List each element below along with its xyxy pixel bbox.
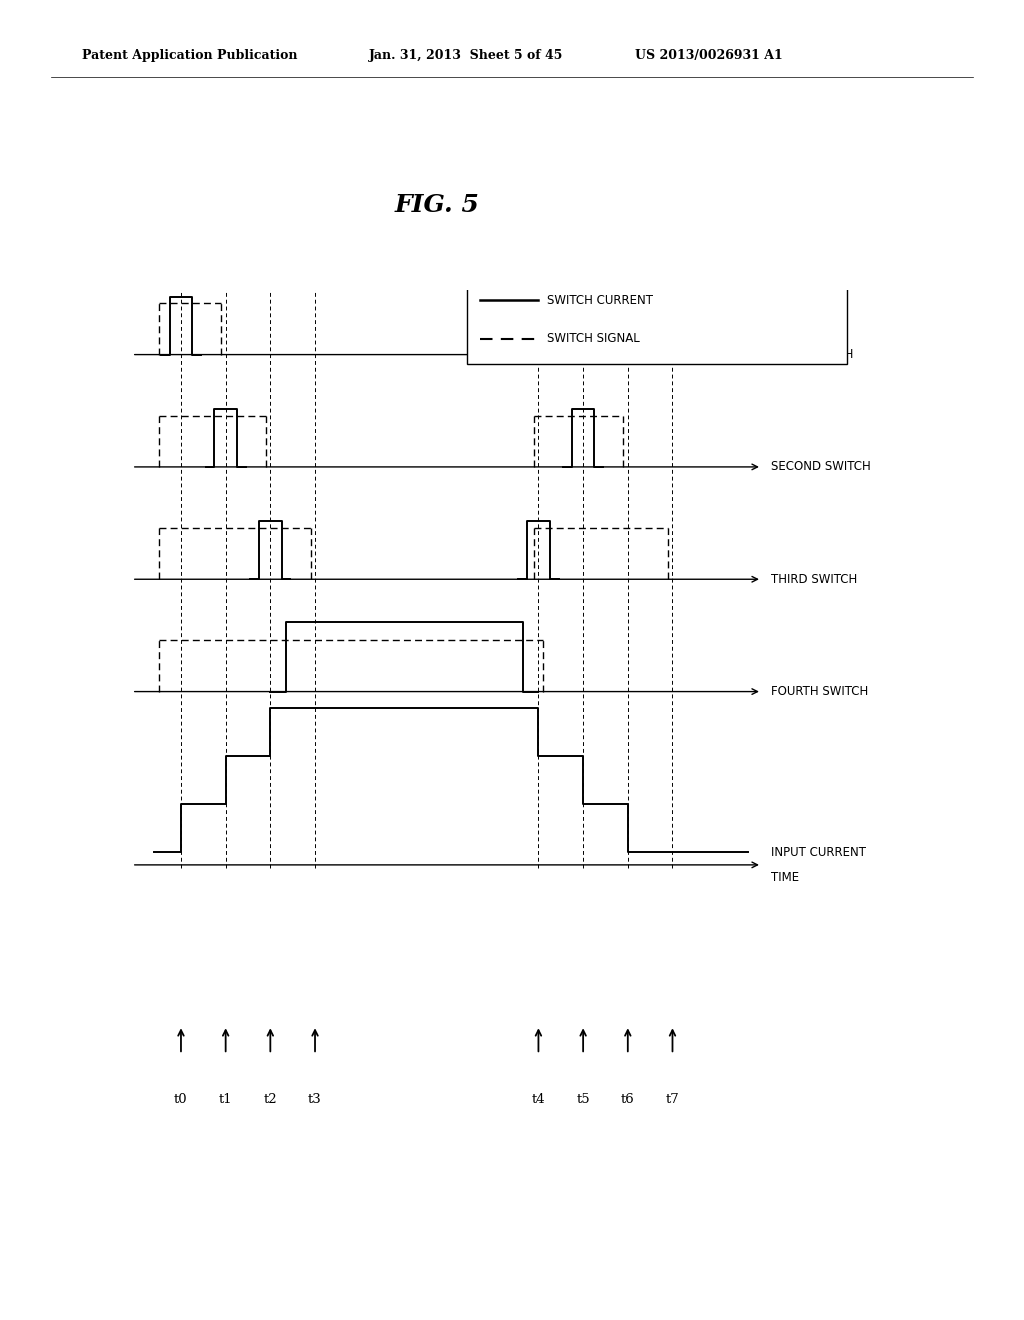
Text: t4: t4 [531,1093,545,1106]
Text: t2: t2 [263,1093,278,1106]
Text: t0: t0 [174,1093,187,1106]
Text: Jan. 31, 2013  Sheet 5 of 45: Jan. 31, 2013 Sheet 5 of 45 [369,49,563,62]
Text: t3: t3 [308,1093,322,1106]
Text: t7: t7 [666,1093,679,1106]
Text: THIRD SWITCH: THIRD SWITCH [771,573,857,586]
Text: t6: t6 [621,1093,635,1106]
Text: SWITCH CURRENT: SWITCH CURRENT [548,293,653,306]
Text: t5: t5 [577,1093,590,1106]
Text: Patent Application Publication: Patent Application Publication [82,49,297,62]
Text: FOURTH SWITCH: FOURTH SWITCH [771,685,868,698]
Text: INPUT CURRENT: INPUT CURRENT [771,846,866,858]
Text: SWITCH SIGNAL: SWITCH SIGNAL [548,333,640,345]
Text: SECOND SWITCH: SECOND SWITCH [771,461,870,474]
Text: US 2013/0026931 A1: US 2013/0026931 A1 [635,49,782,62]
Text: FIG. 5: FIG. 5 [394,193,479,216]
FancyBboxPatch shape [467,275,847,364]
Text: FIRST SWITCH: FIRST SWITCH [771,348,853,362]
Text: t1: t1 [219,1093,232,1106]
Text: TIME: TIME [771,871,799,884]
